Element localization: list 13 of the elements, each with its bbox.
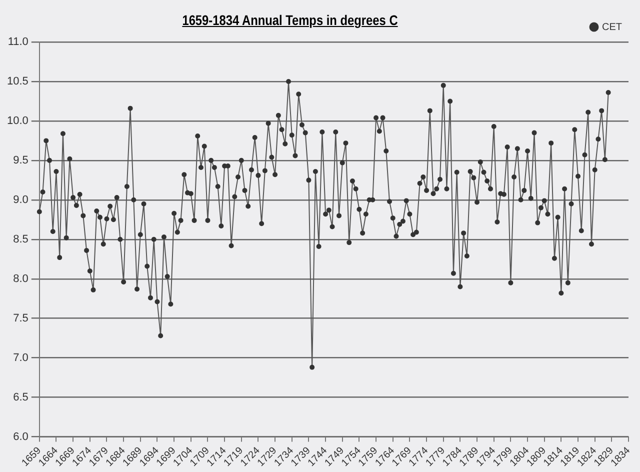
- y-tick-label: 7.0: [13, 352, 28, 364]
- legend-label: CET: [602, 22, 622, 33]
- y-tick-label: 8.5: [13, 233, 28, 246]
- y-tick-label: 10.5: [6, 76, 28, 88]
- y-tick-label: 9.0: [13, 194, 28, 206]
- y-tick-label: 6.5: [13, 391, 28, 404]
- chart-title: 1659-1834 Annual Temps in degrees C: [181, 12, 399, 28]
- y-tick-label: 6.0: [13, 430, 28, 443]
- y-tick-label: 11.0: [8, 36, 28, 48]
- y-tick-label: 10.0: [6, 114, 28, 127]
- y-tick-label: 7.5: [13, 312, 28, 324]
- y-tick-label: 9.5: [13, 154, 28, 166]
- y-tick-label: 8.0: [13, 272, 28, 285]
